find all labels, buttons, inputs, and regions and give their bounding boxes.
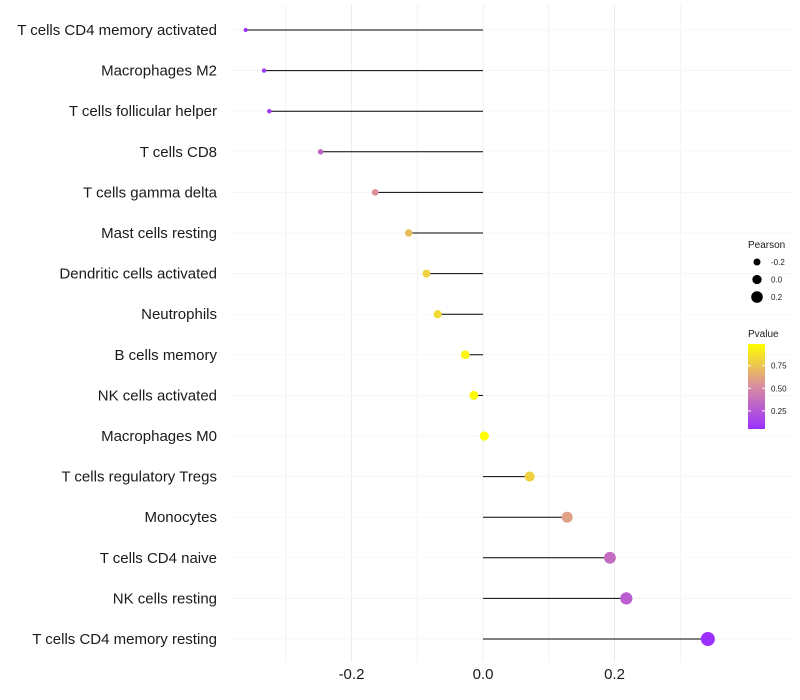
category-label: T cells regulatory Tregs <box>61 469 217 486</box>
lollipop-point <box>620 592 633 605</box>
lollipop-points <box>243 28 715 646</box>
legend-color-label: 0.50 <box>771 384 787 393</box>
category-label: Mast cells resting <box>101 225 217 242</box>
lollipop-point <box>700 632 715 646</box>
lollipop-point <box>261 68 267 73</box>
lollipop-point <box>422 269 431 278</box>
x-axis-ticks: -0.2 0.0 0.2 <box>339 666 625 683</box>
legend-size-point <box>752 274 762 285</box>
category-label: Monocytes <box>144 509 217 526</box>
x-tick-label: 0.0 <box>473 666 494 683</box>
legend-color-label: 0.25 <box>771 407 787 416</box>
legend-size-point <box>753 258 761 266</box>
lollipop-point <box>267 108 272 114</box>
category-label: B cells memory <box>114 347 217 364</box>
category-label: Macrophages M2 <box>101 63 217 80</box>
category-label: T cells CD4 naive <box>100 550 217 567</box>
category-label: T cells CD4 memory resting <box>32 631 217 648</box>
category-label: T cells gamma delta <box>83 184 218 201</box>
lollipop-point <box>433 310 442 319</box>
category-label: Dendritic cells activated <box>59 266 217 283</box>
legend-color-bar <box>748 344 765 429</box>
legend-size-point <box>751 291 763 303</box>
category-label: Macrophages M0 <box>101 428 217 445</box>
lollipop-point <box>460 350 470 360</box>
grid-lines <box>230 5 792 662</box>
legend-size-label: -0.2 <box>771 258 785 267</box>
lollipop-point <box>524 471 535 482</box>
category-label: T cells CD8 <box>140 144 217 161</box>
legend-size-title: Pearson <box>748 240 785 251</box>
x-tick-label: 0.2 <box>604 666 625 683</box>
legend-color-label: 0.75 <box>771 362 787 371</box>
lollipop-point <box>469 390 479 400</box>
category-label: NK cells activated <box>98 387 217 404</box>
x-tick-label: -0.2 <box>339 666 365 683</box>
lollipop-point <box>603 551 616 564</box>
lollipop-point <box>317 148 324 155</box>
lollipop-point <box>404 229 413 237</box>
lollipop-point <box>561 511 573 523</box>
legend-color-title: Pvalue <box>748 329 779 340</box>
legend: Pearson -0.2 0.0 0.2 Pvalue 0.25 0.50 0.75 <box>748 240 787 429</box>
category-label: NK cells resting <box>113 590 217 607</box>
lollipop-point <box>371 189 379 196</box>
lollipop-point <box>243 28 248 32</box>
legend-size-label: 0.2 <box>771 293 783 302</box>
legend-size-label: 0.0 <box>771 276 783 285</box>
lollipop-segments <box>245 29 708 640</box>
category-label: Neutrophils <box>141 306 217 323</box>
category-label: T cells CD4 memory activated <box>17 22 217 39</box>
lollipop-point <box>479 431 489 441</box>
category-label: T cells follicular helper <box>69 103 217 120</box>
category-labels: T cells CD4 memory activated Macrophages … <box>17 22 217 648</box>
